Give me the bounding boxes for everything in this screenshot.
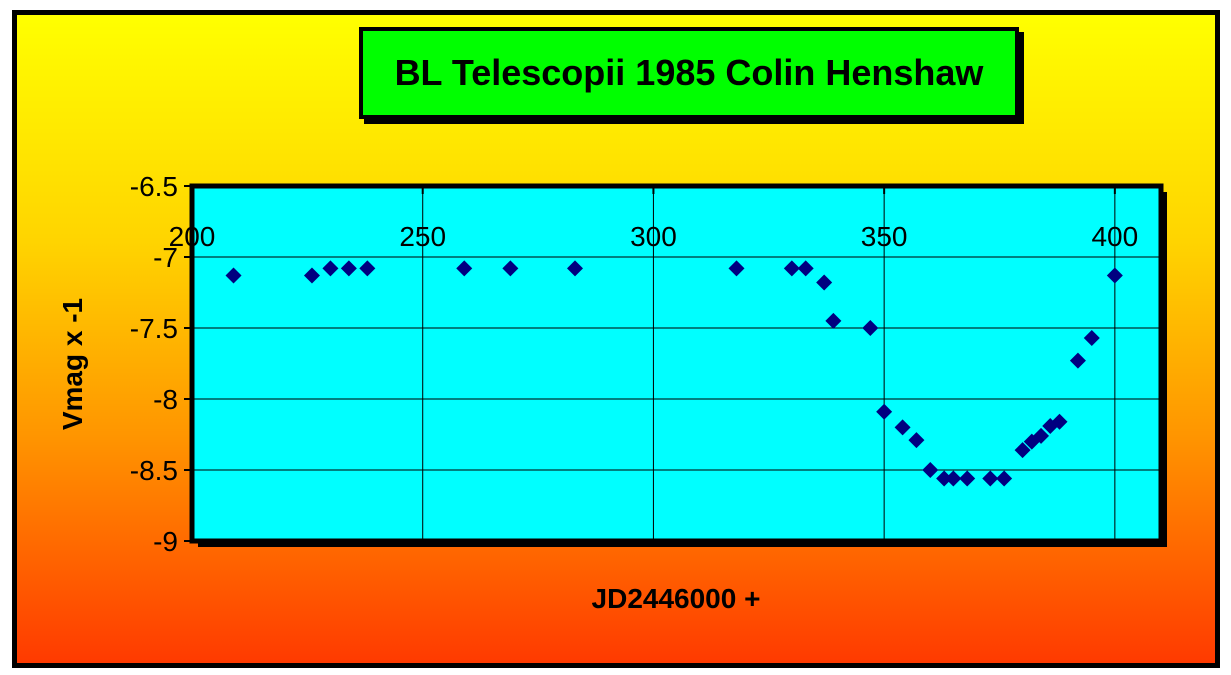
y-tick-label: -9: [153, 526, 178, 557]
data-point: [322, 260, 339, 277]
data-point: [1051, 413, 1068, 430]
x-tick-label: 350: [861, 221, 908, 252]
data-point: [982, 470, 999, 487]
x-axis-title: JD2446000 +: [592, 583, 761, 614]
data-point: [566, 260, 583, 277]
data-point: [945, 470, 962, 487]
data-point: [1069, 352, 1086, 369]
data-point: [303, 267, 320, 284]
y-tick-label: -8.5: [130, 455, 178, 486]
data-point: [728, 260, 745, 277]
data-point: [959, 470, 976, 487]
data-point: [340, 260, 357, 277]
data-point: [908, 432, 925, 449]
data-point: [876, 403, 893, 420]
data-point: [502, 260, 519, 277]
x-tick-label: 250: [399, 221, 446, 252]
data-point: [936, 470, 953, 487]
data-point: [1033, 427, 1050, 444]
data-point: [825, 312, 842, 329]
data-point: [456, 260, 473, 277]
data-point: [996, 470, 1013, 487]
data-point: [922, 462, 939, 478]
x-tick-label: 300: [630, 221, 677, 252]
y-tick-label: -8: [153, 384, 178, 415]
data-point: [1083, 329, 1100, 346]
data-point: [359, 260, 376, 277]
data-point: [225, 267, 242, 284]
y-tick-label: -6.5: [130, 171, 178, 202]
data-point: [862, 320, 879, 336]
x-tick-label: 200: [169, 221, 216, 252]
plot-area-group: -6.5 -7 -7.5 -8 -8.5 -9 200 250 300 350 400: [130, 171, 1167, 557]
data-point: [894, 419, 911, 436]
chart-title-box: BL Telescopii 1985 Colin Henshaw: [359, 27, 1019, 119]
y-axis-title: Vmag x -1: [57, 298, 88, 430]
y-tick-label: -7: [153, 242, 178, 273]
x-tick-label: 400: [1091, 221, 1138, 252]
data-point: [816, 274, 833, 291]
data-point: [1106, 267, 1123, 284]
data-point: [797, 260, 814, 277]
data-point: [783, 260, 800, 277]
y-tick-label: -7.5: [130, 313, 178, 344]
data-point: [1014, 442, 1031, 459]
chart-title: BL Telescopii 1985 Colin Henshaw: [394, 52, 984, 93]
